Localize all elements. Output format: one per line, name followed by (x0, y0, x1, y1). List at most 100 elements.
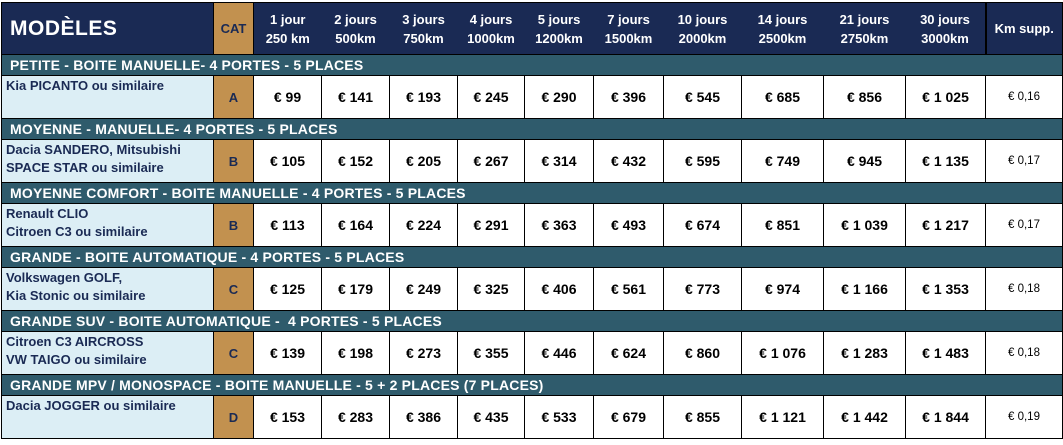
day-count-label: 4 jours (469, 11, 513, 27)
price-cell: € 685 (741, 75, 824, 119)
day-count-label: 21 jours (839, 11, 890, 27)
section-title: MOYENNE - MANUELLE- 4 PORTES - 5 PLACES (1, 118, 1063, 140)
day-column-header: 21 jours 2750km (823, 2, 906, 55)
price-cell: € 283 (321, 395, 390, 439)
km-supp-cell: € 0,17 (985, 203, 1063, 247)
km-supp-cell: € 0,18 (985, 331, 1063, 375)
model-name: Dacia SANDERO, Mitsubishi SPACE STAR ou … (1, 139, 214, 183)
day-column-header: 30 jours 3000km (905, 2, 986, 55)
day-column-header: 4 jours 1000km (457, 2, 525, 55)
price-cell: € 749 (741, 139, 824, 183)
price-cell: € 1 217 (905, 203, 986, 247)
price-cell: € 193 (389, 75, 458, 119)
price-cell: € 561 (593, 267, 664, 311)
price-cell: € 856 (823, 75, 906, 119)
price-cell: € 533 (524, 395, 594, 439)
price-cell: € 1 844 (905, 395, 986, 439)
model-name: Renault CLIO Citroen C3 ou similaire (1, 203, 214, 247)
day-count-label: 2 jours (334, 11, 377, 27)
price-cell: € 325 (457, 267, 525, 311)
price-cell: € 974 (741, 267, 824, 311)
vehicle-row: Dacia SANDERO, Mitsubishi SPACE STAR ou … (1, 139, 1063, 183)
price-cell: € 198 (321, 331, 390, 375)
price-cell: € 1 039 (823, 203, 906, 247)
price-cell: € 432 (593, 139, 664, 183)
day-count-label: 10 jours (677, 11, 728, 27)
section-title: GRANDE SUV - BOITE AUTOMATIQUE - 4 PORTE… (1, 310, 1063, 332)
price-cell: € 99 (253, 75, 322, 119)
km-allowance-label: 250 km (265, 30, 310, 46)
vehicle-row: Renault CLIO Citroen C3 ou similaire B € 1… (1, 203, 1063, 247)
price-cell: € 1 442 (823, 395, 906, 439)
price-cell: € 624 (593, 331, 664, 375)
price-cell: € 290 (524, 75, 594, 119)
category-cell: A (213, 75, 254, 119)
day-column-header: 14 jours 2500km (741, 2, 824, 55)
price-cell: € 595 (663, 139, 742, 183)
price-cell: € 493 (593, 203, 664, 247)
price-cell: € 406 (524, 267, 594, 311)
price-cell: € 396 (593, 75, 664, 119)
km-allowance-label: 1500km (604, 30, 653, 46)
price-cell: € 355 (457, 331, 525, 375)
price-cell: € 314 (524, 139, 594, 183)
model-name: Volkswagen GOLF, Kia Stonic ou similaire (1, 267, 214, 311)
section-title: GRANDE MPV / MONOSPACE - BOITE MANUELLE … (1, 374, 1063, 396)
price-cell: € 860 (663, 331, 742, 375)
model-name: Dacia JOGGER ou similaire (1, 395, 214, 439)
day-count-label: 7 jours (607, 11, 650, 27)
day-count-label: 1 jour (270, 11, 306, 27)
day-column-header: 10 jours 2000km (663, 2, 742, 55)
section-banner-row: MOYENNE COMFORT - BOITE MANUELLE - 4 POR… (1, 182, 1063, 204)
section-banner-row: GRANDE MPV / MONOSPACE - BOITE MANUELLE … (1, 374, 1063, 396)
km-supp-cell: € 0,19 (985, 395, 1063, 439)
day-column-header: 2 jours 500km (321, 2, 390, 55)
section-title: GRANDE - BOITE AUTOMATIQUE - 4 PORTES - … (1, 246, 1063, 268)
price-cell: € 113 (253, 203, 322, 247)
price-cell: € 446 (524, 331, 594, 375)
km-supp-cell: € 0,18 (985, 267, 1063, 311)
day-count-label: 3 jours (402, 11, 445, 27)
day-column-header: 1 jour 250 km (253, 2, 322, 55)
vehicle-row: Volkswagen GOLF, Kia Stonic ou similaire… (1, 267, 1063, 311)
day-count-label: 5 jours (537, 11, 581, 27)
category-cell: D (213, 395, 254, 439)
day-count-label: 14 jours (757, 11, 808, 27)
price-cell: € 267 (457, 139, 525, 183)
km-allowance-label: 2750km (840, 30, 889, 46)
km-supp-header: Km supp. (984, 2, 1063, 55)
price-cell: € 125 (253, 267, 322, 311)
category-cell: B (213, 203, 254, 247)
section-title: PETITE - BOITE MANUELLE- 4 PORTES - 5 PL… (1, 54, 1063, 76)
price-cell: € 674 (663, 203, 742, 247)
km-allowance-label: 2500km (758, 30, 807, 46)
price-cell: € 1 121 (741, 395, 824, 439)
price-cell: € 245 (457, 75, 525, 119)
price-cell: € 1 283 (823, 331, 906, 375)
section-title: MOYENNE COMFORT - BOITE MANUELLE - 4 POR… (1, 182, 1063, 204)
section-banner-row: MOYENNE - MANUELLE- 4 PORTES - 5 PLACES (1, 118, 1063, 140)
price-cell: € 141 (321, 75, 390, 119)
header-row: MODÈLES CAT 1 jour 250 km 2 jours 500km 3 jo… (1, 2, 1063, 55)
km-supp-cell: € 0,16 (985, 75, 1063, 119)
day-column-header: 7 jours 1500km (593, 2, 664, 55)
price-cell: € 1 353 (905, 267, 986, 311)
category-cell: B (213, 139, 254, 183)
price-cell: € 249 (389, 267, 458, 311)
km-supp-cell: € 0,17 (985, 139, 1063, 183)
km-allowance-label: 500km (335, 30, 376, 46)
section-banner-row: GRANDE - BOITE AUTOMATIQUE - 4 PORTES - … (1, 246, 1063, 268)
vehicle-row: Citroen C3 AIRCROSS VW TAIGO ou similair… (1, 331, 1063, 375)
price-cell: € 105 (253, 139, 322, 183)
price-cell: € 679 (593, 395, 664, 439)
price-cell: € 1 076 (741, 331, 824, 375)
model-name: Citroen C3 AIRCROSS VW TAIGO ou similair… (1, 331, 214, 375)
price-cell: € 205 (389, 139, 458, 183)
vehicle-row: Kia PICANTO ou similaire A € 99 € 141 € 193 €… (1, 75, 1063, 119)
price-cell: € 545 (663, 75, 742, 119)
category-cell: C (213, 331, 254, 375)
km-allowance-label: 1000km (467, 30, 515, 46)
km-allowance-label: 3000km (921, 30, 969, 46)
